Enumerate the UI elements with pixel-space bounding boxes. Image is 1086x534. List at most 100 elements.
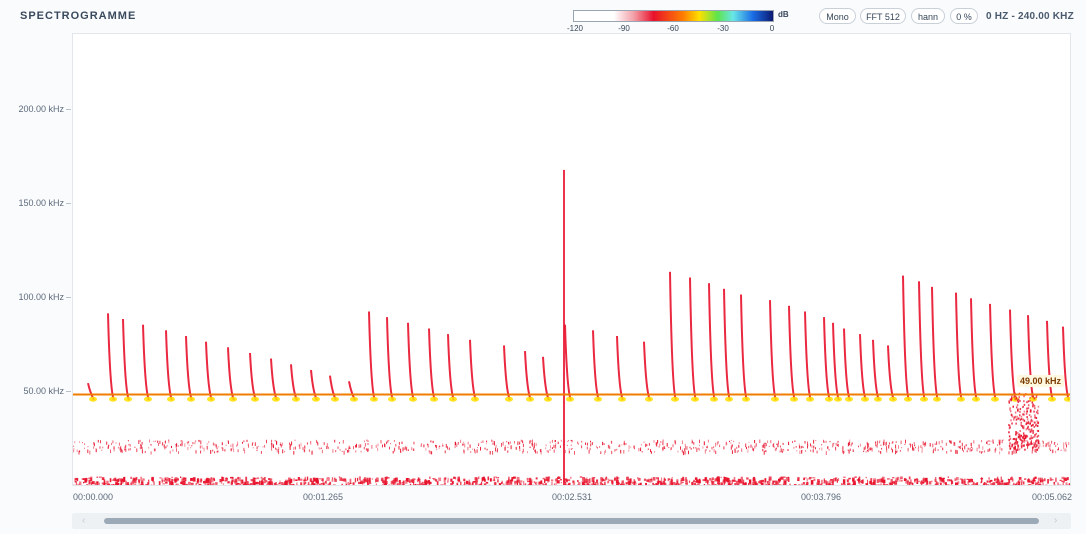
noise-band-mid <box>1063 448 1065 452</box>
noise-band-low <box>748 483 750 485</box>
noise-band-low <box>403 480 405 485</box>
noise-band-mid <box>472 448 474 450</box>
bat-call <box>823 317 831 401</box>
noise-band-low <box>369 482 372 485</box>
noise-band-mid <box>225 444 227 446</box>
window-function-button[interactable]: hann <box>911 8 945 24</box>
noise-band-mid <box>1048 445 1050 447</box>
channel-mode-button[interactable]: Mono <box>819 8 856 24</box>
noise-band-mid <box>212 442 214 446</box>
noise-band-mid <box>347 447 349 450</box>
noise-band-low <box>714 478 718 482</box>
noise-band-mid <box>360 444 362 448</box>
noise-band-mid <box>940 445 942 448</box>
noise-band-low <box>847 482 851 484</box>
noise-band-mid <box>73 445 75 447</box>
noise-band-low <box>528 484 531 485</box>
noise-band-mid <box>891 447 892 450</box>
noise-band-low <box>172 479 175 481</box>
noise-band-mid <box>900 440 902 445</box>
noise-band-low <box>463 484 466 485</box>
noise-band-low <box>663 478 666 481</box>
noise-band-mid <box>474 450 476 454</box>
noise-band-mid <box>777 443 779 448</box>
noise-band-low <box>278 482 281 485</box>
noise-band-mid <box>108 444 109 449</box>
noise-band-low <box>1025 478 1027 481</box>
noise-band-mid <box>883 442 885 446</box>
noise-band-low <box>685 484 688 485</box>
noise-band-mid <box>762 448 764 452</box>
noise-band-low <box>602 478 605 481</box>
noise-band-mid <box>730 442 732 444</box>
noise-band-low <box>352 482 355 485</box>
noise-band-mid <box>444 450 446 454</box>
overlap-button[interactable]: 0 % <box>950 8 978 24</box>
noise-band-low <box>1061 485 1064 486</box>
noise-burst <box>1019 408 1022 410</box>
noise-band-mid <box>859 443 861 447</box>
bat-call-peak <box>861 396 869 402</box>
noise-band-low <box>981 477 983 483</box>
noise-band-mid <box>681 449 683 453</box>
noise-band-low <box>475 477 479 482</box>
noise-band-mid <box>706 446 708 448</box>
noise-band-low <box>451 485 453 486</box>
noise-band-mid <box>520 439 522 442</box>
noise-band-mid <box>262 446 264 448</box>
noise-band-mid <box>640 449 641 452</box>
noise-band-mid <box>431 451 433 455</box>
noise-band-low <box>985 482 987 485</box>
noise-band-low <box>74 481 77 483</box>
fft-size-button[interactable]: FFT 512 <box>860 8 906 24</box>
noise-band-low <box>481 477 484 482</box>
noise-band-low <box>190 478 193 481</box>
noise-band-low <box>616 484 619 485</box>
scroll-right-icon[interactable]: › <box>1054 515 1058 526</box>
noise-band-low <box>275 482 277 485</box>
noise-band-low <box>873 484 877 485</box>
noise-burst <box>1036 448 1039 451</box>
noise-band-mid <box>924 445 926 447</box>
noise-band-low <box>369 477 371 483</box>
noise-band-mid <box>747 449 749 453</box>
scrollbar-thumb[interactable] <box>104 518 1039 524</box>
noise-band-low <box>382 483 384 485</box>
noise-band-low <box>399 480 401 485</box>
noise-band-low <box>797 477 800 480</box>
noise-band-mid <box>986 442 987 444</box>
noise-band-low <box>93 485 95 486</box>
noise-band-mid <box>113 446 115 450</box>
timeline-scrollbar[interactable]: ‹ › <box>72 513 1071 529</box>
noise-band-low <box>362 484 364 485</box>
noise-band-mid <box>997 444 999 446</box>
noise-band-low <box>161 480 164 483</box>
noise-band-mid <box>805 450 807 452</box>
bat-call <box>329 375 337 401</box>
noise-band-low <box>188 481 191 485</box>
noise-burst <box>1024 436 1027 439</box>
noise-band-low <box>829 485 831 486</box>
noise-band-low <box>817 479 820 483</box>
noise-band-mid <box>610 440 612 444</box>
noise-band-low <box>451 481 454 485</box>
noise-band-low <box>510 479 514 481</box>
noise-band-mid <box>316 439 318 443</box>
noise-band-mid <box>987 444 989 446</box>
noise-band-mid <box>992 442 994 444</box>
noise-band-low <box>168 478 171 482</box>
spectrogram-canvas[interactable] <box>72 33 1071 486</box>
noise-band-low <box>287 480 289 483</box>
noise-band-low <box>127 484 130 485</box>
noise-band-mid <box>608 444 610 449</box>
noise-burst <box>1027 443 1030 446</box>
noise-band-mid <box>765 443 767 447</box>
scroll-left-icon[interactable]: ‹ <box>82 515 86 526</box>
noise-band-low <box>915 479 919 481</box>
noise-band-mid <box>1039 443 1041 447</box>
noise-band-low <box>816 482 819 485</box>
noise-band-mid <box>256 449 258 451</box>
noise-band-low <box>116 480 118 485</box>
noise-band-low <box>920 480 923 485</box>
noise-band-mid <box>304 445 306 449</box>
